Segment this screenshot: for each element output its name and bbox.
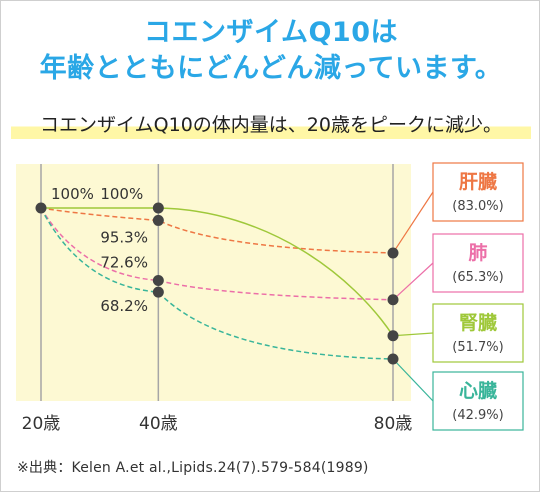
data-point — [152, 202, 164, 214]
legend-name: 肺 — [468, 242, 487, 264]
x-tick-label: 80歳 — [374, 414, 413, 434]
point-layer — [35, 202, 399, 365]
x-tick-label: 40歳 — [139, 414, 178, 434]
legend-connector — [392, 358, 434, 402]
connector-layer — [392, 191, 434, 402]
point-label: 72.6% — [100, 253, 148, 271]
title-line-2: 年齢とともにどんどん減っています。 — [39, 53, 503, 84]
legend-value: (42.9%) — [452, 408, 503, 423]
chart-title: コエンザイムQ10は 年齢とともにどんどん減っています。 — [1, 15, 540, 87]
legend-name: 肝臓 — [459, 171, 497, 193]
source-citation: ※出典：Kelen A.et al.,Lipids.24(7).579-584(… — [17, 460, 369, 476]
legend-item-1: 肺 (65.3%) — [432, 233, 524, 293]
legend-connector — [392, 262, 434, 301]
legend-box — [432, 303, 524, 363]
point-label: 100% — [51, 185, 94, 203]
legend-value: (65.3%) — [452, 270, 503, 285]
legend-name: 腎臓 — [459, 312, 497, 334]
legend-connector — [392, 191, 434, 254]
legend-item-0: 肝臓 (83.0%) — [432, 162, 524, 222]
data-point — [387, 330, 399, 342]
legend-item-2: 腎臓 (51.7%) — [432, 303, 524, 363]
point-label: 68.2% — [100, 297, 148, 315]
point-label: 100% — [100, 185, 143, 203]
tick-layer: 20歳 40歳 80歳 — [22, 414, 413, 434]
data-point — [152, 286, 164, 298]
title-line-1: コエンザイムQ10は — [144, 17, 398, 48]
label-layer: 95.3% 72.6% 100% 100% 68.2% — [51, 185, 148, 315]
data-point — [152, 274, 164, 286]
legend-value: (83.0%) — [452, 199, 503, 214]
legend-box — [432, 371, 524, 431]
legend-connector — [392, 332, 434, 337]
chart-subtitle: コエンザイムQ10の体内量は、20歳をピークに減少。 — [11, 111, 531, 139]
data-point — [387, 353, 399, 365]
legend-box — [432, 233, 524, 293]
legend-layer: 肝臓 (83.0%) 肺 (65.3%) 腎臓 (51.7%) 心臓 (42.9%) — [432, 162, 524, 431]
data-point — [387, 247, 399, 259]
legend-box — [432, 162, 524, 222]
legend-name: 心臓 — [459, 380, 497, 402]
data-point — [152, 214, 164, 226]
series-line-2 — [41, 207, 394, 337]
data-point — [35, 202, 47, 214]
series-line-0 — [40, 207, 394, 254]
legend-item-3: 心臓 (42.9%) — [432, 371, 524, 431]
x-tick-label: 20歳 — [22, 414, 61, 434]
legend-value: (51.7%) — [452, 340, 503, 355]
point-label: 95.3% — [100, 228, 148, 246]
data-point — [387, 294, 399, 306]
